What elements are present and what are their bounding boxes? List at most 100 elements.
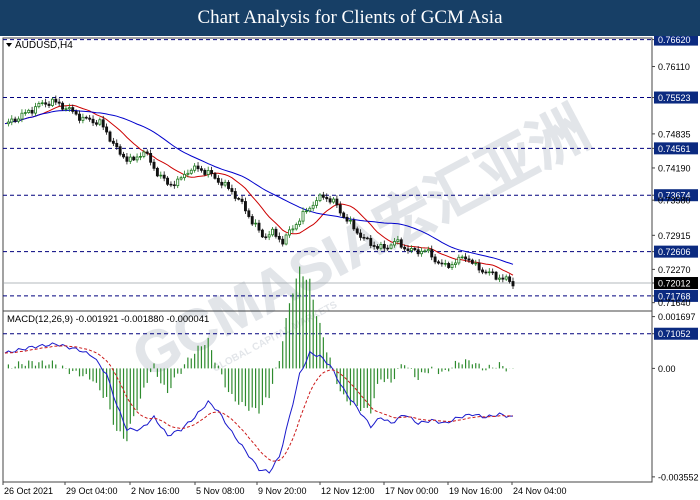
candle-body <box>403 246 407 250</box>
candle-body <box>450 264 454 268</box>
candle-body <box>193 165 197 171</box>
time-label: 19 Nov 16:00 <box>449 486 503 496</box>
candle-body <box>189 169 193 174</box>
candle-body <box>13 118 17 122</box>
time-label: 17 Nov 00:00 <box>385 486 439 496</box>
candle-body <box>247 210 251 217</box>
candle-body <box>183 173 186 179</box>
time-label: 2 Nov 16:00 <box>131 486 180 496</box>
candle-body <box>288 229 291 236</box>
price-label: 0.71768 <box>658 291 691 301</box>
candle-body <box>88 117 92 120</box>
candle-body <box>244 201 247 212</box>
candle-body <box>369 238 373 246</box>
macd-histogram <box>7 266 514 442</box>
candle-body <box>362 236 366 239</box>
candle-body <box>176 178 180 187</box>
price-label: 0.73580 <box>658 196 691 206</box>
candle-body <box>501 277 505 280</box>
candle-body <box>149 153 153 163</box>
candle-body <box>267 234 271 238</box>
candle-body <box>216 177 220 183</box>
candle-body <box>91 118 95 124</box>
candle-body <box>67 107 71 110</box>
candle-body <box>393 241 396 246</box>
candle-body <box>257 222 261 231</box>
candle-body <box>6 121 10 125</box>
candle-body <box>210 170 214 175</box>
candle-body <box>481 269 484 273</box>
candle-body <box>186 172 190 175</box>
price-label-box <box>654 327 698 340</box>
candle-body <box>423 250 427 252</box>
candle-body <box>298 220 302 225</box>
candle-body <box>227 181 230 189</box>
time-label: 9 Nov 20:00 <box>258 486 307 496</box>
candle-body <box>118 146 122 155</box>
candle-body <box>23 112 27 114</box>
candle-body <box>372 245 376 247</box>
price-label: 0.71052 <box>658 329 691 339</box>
candle-body <box>199 168 203 171</box>
price-label: 0.74835 <box>658 129 691 139</box>
candle-body <box>474 262 478 265</box>
candle-body <box>359 232 363 238</box>
candle-body <box>315 200 319 206</box>
price-label: 0.72915 <box>658 231 691 241</box>
candle-body <box>179 177 183 180</box>
candle-body <box>345 216 349 222</box>
symbol-label: AUDUSD,H4 <box>6 40 73 51</box>
candle-body <box>433 256 437 263</box>
candle-body <box>17 118 20 122</box>
candle-body <box>342 212 346 218</box>
candle-body <box>348 219 352 222</box>
candle-body <box>172 184 176 187</box>
candle-body <box>291 228 295 231</box>
candle-body <box>230 188 234 192</box>
candle-body <box>20 112 24 120</box>
price-label-box <box>654 289 698 302</box>
price-label: 0.76620 <box>658 36 691 45</box>
candle-body <box>220 181 224 186</box>
candle-body <box>155 167 159 177</box>
price-label-box <box>654 245 698 258</box>
candle-body <box>237 198 241 200</box>
candle-body <box>328 198 332 203</box>
candle-body <box>115 142 119 148</box>
candle-body <box>321 194 325 198</box>
candle-body <box>139 156 142 158</box>
candle-body <box>128 156 132 162</box>
price-label-box <box>654 189 698 202</box>
candle-body <box>430 249 434 258</box>
candle-body <box>386 247 390 250</box>
candle-body <box>281 238 285 245</box>
time-label: 26 Oct 2021 <box>4 486 53 496</box>
candle-body <box>274 228 278 237</box>
candle-body <box>457 256 461 264</box>
candle-body <box>105 126 109 133</box>
candle-body <box>240 198 244 202</box>
triangle-down-icon <box>6 43 12 47</box>
candle-body <box>311 204 315 209</box>
candle-body <box>467 258 471 261</box>
price-label: 0.72270 <box>658 265 691 275</box>
candle-body <box>491 271 495 274</box>
candle-body <box>233 191 237 199</box>
candle-body <box>308 207 312 212</box>
price-label-box <box>654 36 698 46</box>
candle-body <box>264 236 268 239</box>
candle-body <box>382 244 386 249</box>
candle-body <box>78 113 81 121</box>
candle-body <box>511 281 515 287</box>
candle-body <box>426 249 430 252</box>
candle-body <box>159 174 163 177</box>
candle-body <box>338 204 342 214</box>
candle-body <box>409 248 413 251</box>
candle-body <box>166 177 170 185</box>
time-label: 12 Nov 12:00 <box>321 486 375 496</box>
candle-body <box>477 262 481 271</box>
candle-body <box>301 210 305 222</box>
candle-body <box>206 170 210 175</box>
symbol-text: AUDUSD,H4 <box>15 40 73 51</box>
candle-body <box>254 222 258 225</box>
